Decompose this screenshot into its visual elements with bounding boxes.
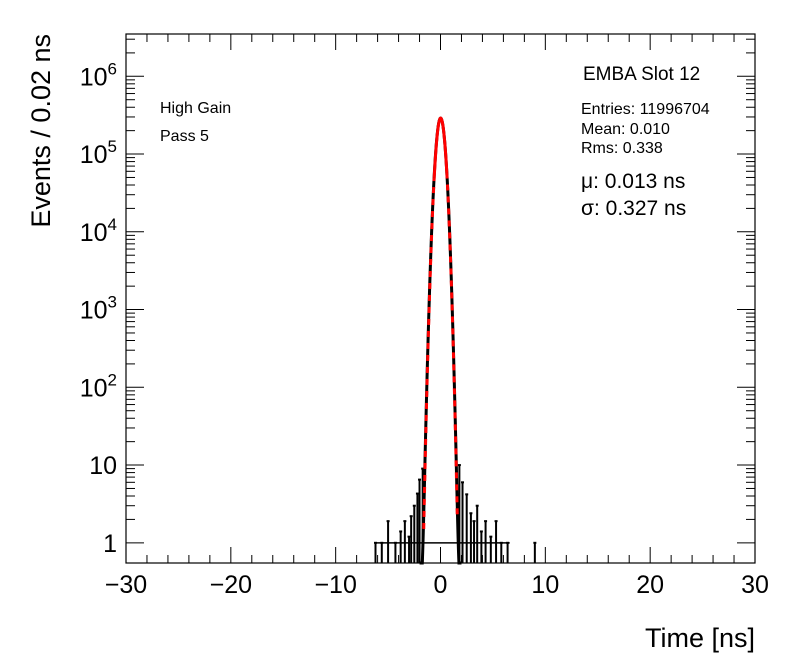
data-layer xyxy=(374,116,537,565)
x-tick-label: 10 xyxy=(531,571,559,599)
fit-curve-left-dashed xyxy=(422,177,436,529)
y-tick-label: 104 xyxy=(80,215,117,247)
x-tick-label: 30 xyxy=(741,571,769,599)
annotation-high-gain: High Gain xyxy=(160,100,231,117)
fit-sigma: σ: 0.327 ns xyxy=(581,197,686,220)
fit-sigma-value: : 0.327 ns xyxy=(594,197,686,220)
x-axis-label: Time [ns] xyxy=(645,623,755,653)
x-tick-label: −20 xyxy=(210,571,252,599)
x-tick-label: −10 xyxy=(314,571,356,599)
fit-curve-right-dashed xyxy=(445,172,459,516)
fit-mu-value: : 0.013 ns xyxy=(593,170,685,193)
chart-title: EMBA Slot 12 xyxy=(583,64,700,85)
fit-sigma-symbol: σ xyxy=(581,197,594,220)
y-tick-label: 1 xyxy=(103,530,117,558)
fit-mu: μ: 0.013 ns xyxy=(581,170,685,193)
y-tick-label: 105 xyxy=(80,137,117,169)
stat-rms: Rms: 0.338 xyxy=(581,140,663,157)
y-tick-label: 103 xyxy=(80,293,117,325)
axes-layer: −30 −20 −10 0 10 20 30 1 10 102 103 104 105 106 xyxy=(80,34,769,599)
stat-entries: Entries: 11996704 xyxy=(581,101,710,118)
stat-mean: Mean: 0.010 xyxy=(581,121,670,138)
fit-curve-core xyxy=(432,116,449,178)
fit-mu-symbol: μ xyxy=(581,170,593,193)
y-tick-label: 106 xyxy=(80,59,117,91)
plot-frame xyxy=(125,33,756,564)
annotation-pass: Pass 5 xyxy=(160,128,209,145)
x-tick-label: 0 xyxy=(434,571,448,599)
x-tick-label: −30 xyxy=(105,571,147,599)
y-axis-label: Events / 0.02 ns xyxy=(26,34,56,228)
x-tick-label: 20 xyxy=(636,571,664,599)
y-tick-label: 102 xyxy=(80,370,117,402)
y-tick-label: 10 xyxy=(89,452,117,480)
